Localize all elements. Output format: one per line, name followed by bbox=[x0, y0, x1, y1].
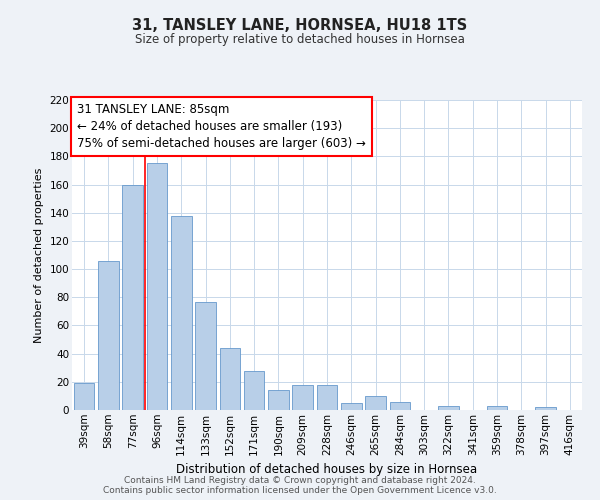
Text: Contains HM Land Registry data © Crown copyright and database right 2024.: Contains HM Land Registry data © Crown c… bbox=[124, 476, 476, 485]
Bar bbox=[389, 402, 410, 410]
Bar bbox=[244, 370, 265, 410]
Text: 31 TANSLEY LANE: 85sqm
← 24% of detached houses are smaller (193)
75% of semi-de: 31 TANSLEY LANE: 85sqm ← 24% of detached… bbox=[77, 103, 366, 150]
Bar bbox=[535, 407, 556, 410]
Bar bbox=[341, 403, 362, 410]
Bar bbox=[74, 383, 94, 410]
Text: Contains public sector information licensed under the Open Government Licence v3: Contains public sector information licen… bbox=[103, 486, 497, 495]
Bar bbox=[171, 216, 191, 410]
Bar bbox=[195, 302, 216, 410]
Y-axis label: Number of detached properties: Number of detached properties bbox=[34, 168, 44, 342]
Bar bbox=[487, 406, 508, 410]
Text: Size of property relative to detached houses in Hornsea: Size of property relative to detached ho… bbox=[135, 32, 465, 46]
Bar bbox=[317, 384, 337, 410]
X-axis label: Distribution of detached houses by size in Hornsea: Distribution of detached houses by size … bbox=[176, 463, 478, 476]
Bar bbox=[292, 384, 313, 410]
Bar bbox=[146, 164, 167, 410]
Bar bbox=[220, 348, 240, 410]
Bar bbox=[98, 260, 119, 410]
Bar bbox=[122, 184, 143, 410]
Bar bbox=[268, 390, 289, 410]
Text: 31, TANSLEY LANE, HORNSEA, HU18 1TS: 31, TANSLEY LANE, HORNSEA, HU18 1TS bbox=[133, 18, 467, 32]
Bar bbox=[365, 396, 386, 410]
Bar bbox=[438, 406, 459, 410]
